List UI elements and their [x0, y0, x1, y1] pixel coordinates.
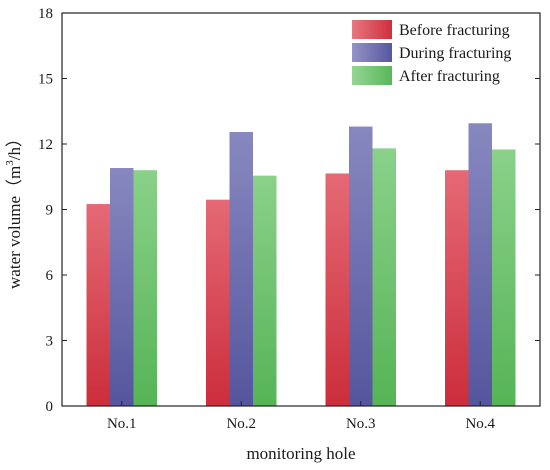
legend-label: Before fracturing — [399, 22, 510, 39]
bar-before-fracturing-no2 — [206, 199, 230, 406]
bar-before-fracturing-no4 — [445, 170, 469, 406]
y-axis-label-prefix: water volume（m — [5, 166, 24, 289]
y-tick-label: 18 — [38, 6, 53, 22]
y-axis: 0 3 6 9 12 15 18 — [38, 6, 540, 415]
bar-after-fracturing-no3 — [372, 148, 396, 406]
y-tick-label: 3 — [46, 334, 54, 350]
bar-during-fracturing-no2 — [229, 131, 253, 407]
legend-swatch — [352, 66, 392, 85]
legend-label: During fracturing — [399, 45, 511, 62]
y-axis-label-superscript: 3 — [4, 160, 16, 166]
x-axis: No.1 No.2 No.3 No.4 — [107, 401, 496, 432]
y-tick-label: 0 — [46, 399, 54, 415]
x-tick-label: No.1 — [107, 416, 137, 432]
legend: Before fracturing During fracturing After … — [352, 20, 511, 85]
y-tick-label: 12 — [38, 137, 53, 153]
x-tick-label: No.3 — [346, 416, 376, 432]
legend-label: After fracturing — [399, 68, 500, 85]
bar-during-fracturing-no4 — [468, 123, 492, 406]
bar-before-fracturing-no3 — [325, 173, 349, 406]
legend-swatch — [352, 43, 392, 62]
bar-before-fracturing-no1 — [86, 204, 110, 406]
bars-group — [86, 123, 516, 407]
y-tick-label: 6 — [46, 268, 54, 284]
bar-during-fracturing-no1 — [110, 168, 134, 406]
bar-after-fracturing-no4 — [492, 149, 516, 406]
x-tick-label: No.2 — [226, 416, 256, 432]
x-tick-label: No.4 — [465, 416, 495, 432]
x-axis-label: monitoring hole — [246, 444, 355, 463]
bar-after-fracturing-no1 — [133, 170, 157, 406]
legend-swatch — [352, 20, 392, 39]
bar-during-fracturing-no3 — [349, 126, 373, 406]
y-tick-label: 9 — [46, 203, 54, 219]
y-tick-label: 15 — [38, 72, 53, 88]
y-axis-label-suffix: /h） — [5, 130, 24, 160]
y-axis-label: water volume（m3/h） — [4, 130, 24, 289]
bar-after-fracturing-no2 — [253, 175, 277, 406]
